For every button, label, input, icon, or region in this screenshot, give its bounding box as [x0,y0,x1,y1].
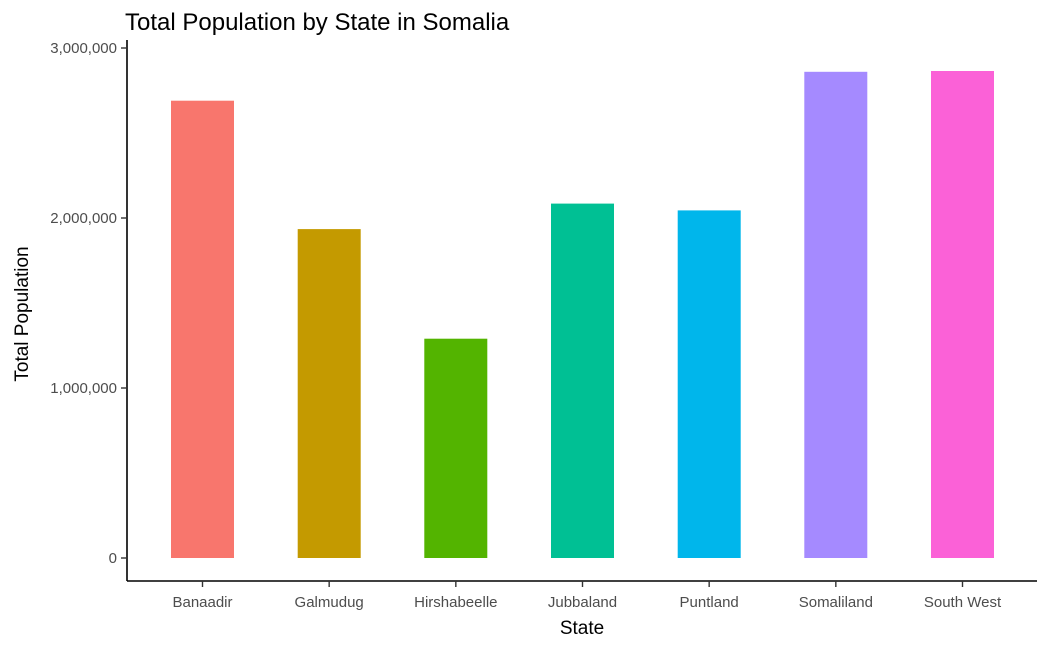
bar-somaliland [804,71,868,559]
x-tick-label: Galmudug [295,594,364,611]
bar-banaadir [171,100,234,558]
x-tick-label: South West [924,594,1002,611]
x-tick-label: Banaadir [172,594,232,611]
bar-south-west [931,71,994,558]
bars-group [171,71,994,559]
x-axis-title: State [560,618,604,639]
chart-title: Total Population by State in Somalia [125,9,510,36]
x-tick-label: Jubbaland [548,594,617,611]
y-tick-label: 1,000,000 [50,380,117,397]
y-tick-label: 3,000,000 [50,40,117,57]
x-tick-label: Hirshabeelle [414,594,497,611]
bar-hirshabeelle [424,338,488,558]
bar-galmudug [297,229,361,558]
x-tick-label: Puntland [680,594,739,611]
y-tick-label: 0 [109,550,117,567]
y-axis-title: Total Population [12,246,33,381]
bar-jubbaland [551,203,614,558]
x-tick-label: Somaliland [799,594,873,611]
bar-puntland [677,210,741,558]
y-axis-ticks: 0 1,000,000 2,000,000 3,000,000 [50,40,127,567]
x-axis-ticks: Banaadir Galmudug Hirshabeelle Jubbaland Pun… [172,581,1002,611]
y-tick-label: 2,000,000 [50,210,117,227]
